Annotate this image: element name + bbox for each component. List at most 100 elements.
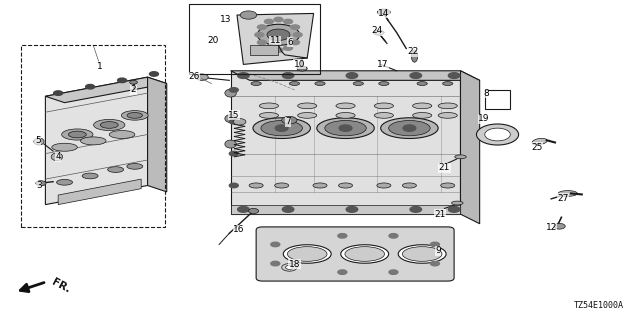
Ellipse shape — [100, 122, 118, 128]
Circle shape — [274, 17, 283, 22]
Circle shape — [237, 206, 249, 212]
Circle shape — [346, 73, 358, 78]
Ellipse shape — [225, 115, 236, 123]
Ellipse shape — [225, 89, 236, 97]
Ellipse shape — [61, 129, 93, 140]
Ellipse shape — [275, 183, 289, 188]
Polygon shape — [58, 179, 141, 204]
Circle shape — [338, 270, 347, 274]
Circle shape — [150, 72, 159, 76]
Ellipse shape — [388, 121, 430, 136]
Ellipse shape — [225, 140, 236, 148]
Ellipse shape — [413, 103, 432, 109]
Text: 6: 6 — [287, 38, 293, 47]
Circle shape — [237, 73, 249, 78]
Ellipse shape — [284, 245, 331, 263]
Circle shape — [248, 208, 259, 213]
Ellipse shape — [403, 247, 442, 261]
Circle shape — [255, 33, 264, 37]
Text: 21: 21 — [435, 210, 445, 219]
Polygon shape — [230, 71, 479, 80]
Ellipse shape — [313, 183, 327, 188]
Ellipse shape — [340, 245, 388, 263]
Circle shape — [282, 116, 297, 124]
Ellipse shape — [249, 183, 263, 188]
Text: 26: 26 — [189, 72, 200, 81]
Polygon shape — [250, 45, 278, 55]
Text: 17: 17 — [377, 60, 388, 69]
Ellipse shape — [261, 121, 303, 136]
Ellipse shape — [259, 103, 278, 109]
Ellipse shape — [438, 113, 458, 118]
Circle shape — [284, 19, 292, 24]
Circle shape — [257, 40, 266, 45]
Ellipse shape — [287, 247, 327, 261]
Ellipse shape — [122, 111, 148, 120]
Text: 11: 11 — [269, 36, 281, 45]
Circle shape — [431, 261, 440, 266]
Text: FR.: FR. — [51, 277, 72, 295]
Circle shape — [374, 30, 384, 35]
Circle shape — [274, 48, 283, 52]
Text: 27: 27 — [557, 194, 568, 203]
Ellipse shape — [259, 113, 278, 118]
Circle shape — [130, 80, 138, 84]
Ellipse shape — [253, 118, 310, 139]
Ellipse shape — [441, 183, 455, 188]
Ellipse shape — [532, 138, 547, 145]
Circle shape — [291, 25, 300, 29]
Ellipse shape — [398, 245, 446, 263]
Ellipse shape — [109, 131, 135, 139]
Ellipse shape — [336, 113, 355, 118]
Circle shape — [233, 119, 246, 125]
Circle shape — [229, 151, 238, 156]
Text: 13: 13 — [220, 15, 231, 24]
Ellipse shape — [339, 183, 353, 188]
Circle shape — [267, 29, 290, 41]
Circle shape — [36, 181, 46, 186]
Ellipse shape — [558, 191, 577, 196]
Ellipse shape — [377, 183, 391, 188]
Text: 7: 7 — [285, 117, 291, 126]
Circle shape — [282, 206, 294, 212]
Ellipse shape — [56, 180, 72, 185]
Ellipse shape — [127, 113, 143, 118]
Circle shape — [285, 266, 293, 269]
Circle shape — [410, 206, 422, 212]
Circle shape — [275, 125, 288, 131]
Ellipse shape — [298, 103, 317, 109]
Circle shape — [271, 261, 280, 266]
Bar — [484, 90, 510, 109]
Ellipse shape — [315, 82, 325, 85]
Text: 3: 3 — [36, 181, 42, 190]
Polygon shape — [230, 204, 461, 214]
Text: 15: 15 — [228, 111, 239, 120]
Ellipse shape — [317, 118, 374, 139]
Circle shape — [264, 19, 273, 24]
Ellipse shape — [413, 113, 432, 118]
Ellipse shape — [51, 153, 63, 161]
Text: 2: 2 — [131, 85, 136, 94]
Circle shape — [291, 40, 300, 45]
Text: 9: 9 — [435, 246, 441, 255]
Polygon shape — [148, 77, 167, 192]
Ellipse shape — [345, 247, 385, 261]
Circle shape — [410, 73, 422, 78]
Circle shape — [271, 242, 280, 247]
Text: 14: 14 — [378, 9, 390, 18]
Text: 19: 19 — [478, 114, 490, 123]
Ellipse shape — [81, 137, 106, 145]
Text: 24: 24 — [372, 27, 383, 36]
Circle shape — [476, 124, 518, 145]
Text: 8: 8 — [483, 89, 489, 98]
Ellipse shape — [324, 121, 366, 136]
Ellipse shape — [289, 82, 300, 85]
Circle shape — [257, 25, 266, 29]
Text: 22: 22 — [407, 47, 418, 56]
Ellipse shape — [127, 164, 143, 169]
Circle shape — [287, 49, 300, 55]
Bar — [189, 4, 320, 74]
Ellipse shape — [443, 82, 453, 85]
Circle shape — [240, 11, 257, 19]
Ellipse shape — [93, 119, 125, 131]
